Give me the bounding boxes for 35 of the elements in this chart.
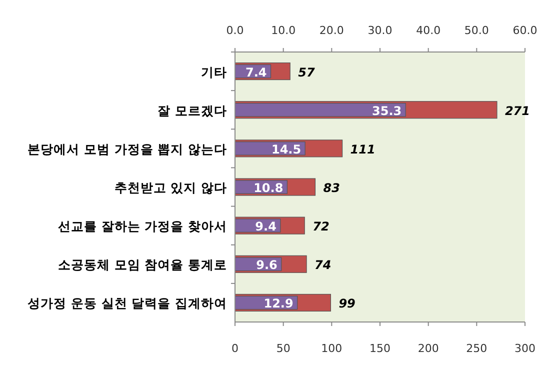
y-tick-label: 선교를 잘하는 가정을 찾아서: [58, 218, 227, 234]
data-label: 9.6: [256, 258, 278, 272]
data-label: 9.4: [255, 220, 276, 234]
y-tick-label: 소공동체 모임 참여율 통계로: [58, 257, 227, 272]
x-tick-label: 100: [321, 342, 342, 355]
data-label: 10.8: [254, 181, 284, 195]
x2-tick-label: 10.0: [271, 24, 296, 37]
data-label: 7.4: [246, 65, 267, 80]
x-tick-label: 300: [514, 342, 536, 355]
data-label: 111: [350, 142, 376, 156]
y-tick-label: 기타: [201, 64, 227, 80]
x-tick-label: 0: [232, 342, 238, 355]
x-tick-label: 200: [418, 342, 439, 355]
y-tick-label: 잘 모르겠다: [158, 102, 227, 118]
data-label: 74: [314, 258, 332, 272]
data-label: 72: [312, 220, 330, 234]
y-tick-label: 본당에서 모범 가정을 뽑지 않는다: [28, 141, 227, 156]
x-tick-label: 50: [276, 342, 290, 355]
x2-tick-label: 30.0: [368, 24, 392, 37]
x-tick-label: 150: [370, 342, 390, 355]
y-tick-label: 추천받고 있지 않다: [114, 180, 227, 195]
x2-tick-label: 60.0: [512, 24, 538, 37]
data-label: 14.5: [271, 142, 302, 156]
data-label: 12.9: [264, 296, 294, 311]
x2-tick-label: 40.0: [416, 24, 441, 37]
data-label: 83: [323, 181, 340, 195]
x2-tick-label: 50.0: [464, 24, 489, 37]
data-label: 271: [504, 104, 530, 118]
y-tick-label: 성가정 운동 실천 달력을 집계하여: [28, 296, 227, 311]
x-tick-label: 250: [466, 342, 488, 355]
data-label: 57: [298, 65, 316, 80]
data-label: 99: [338, 296, 356, 311]
x2-tick-label: 20.0: [319, 24, 344, 37]
x2-tick-label: 0.0: [226, 24, 244, 37]
data-label: 35.3: [372, 104, 402, 118]
